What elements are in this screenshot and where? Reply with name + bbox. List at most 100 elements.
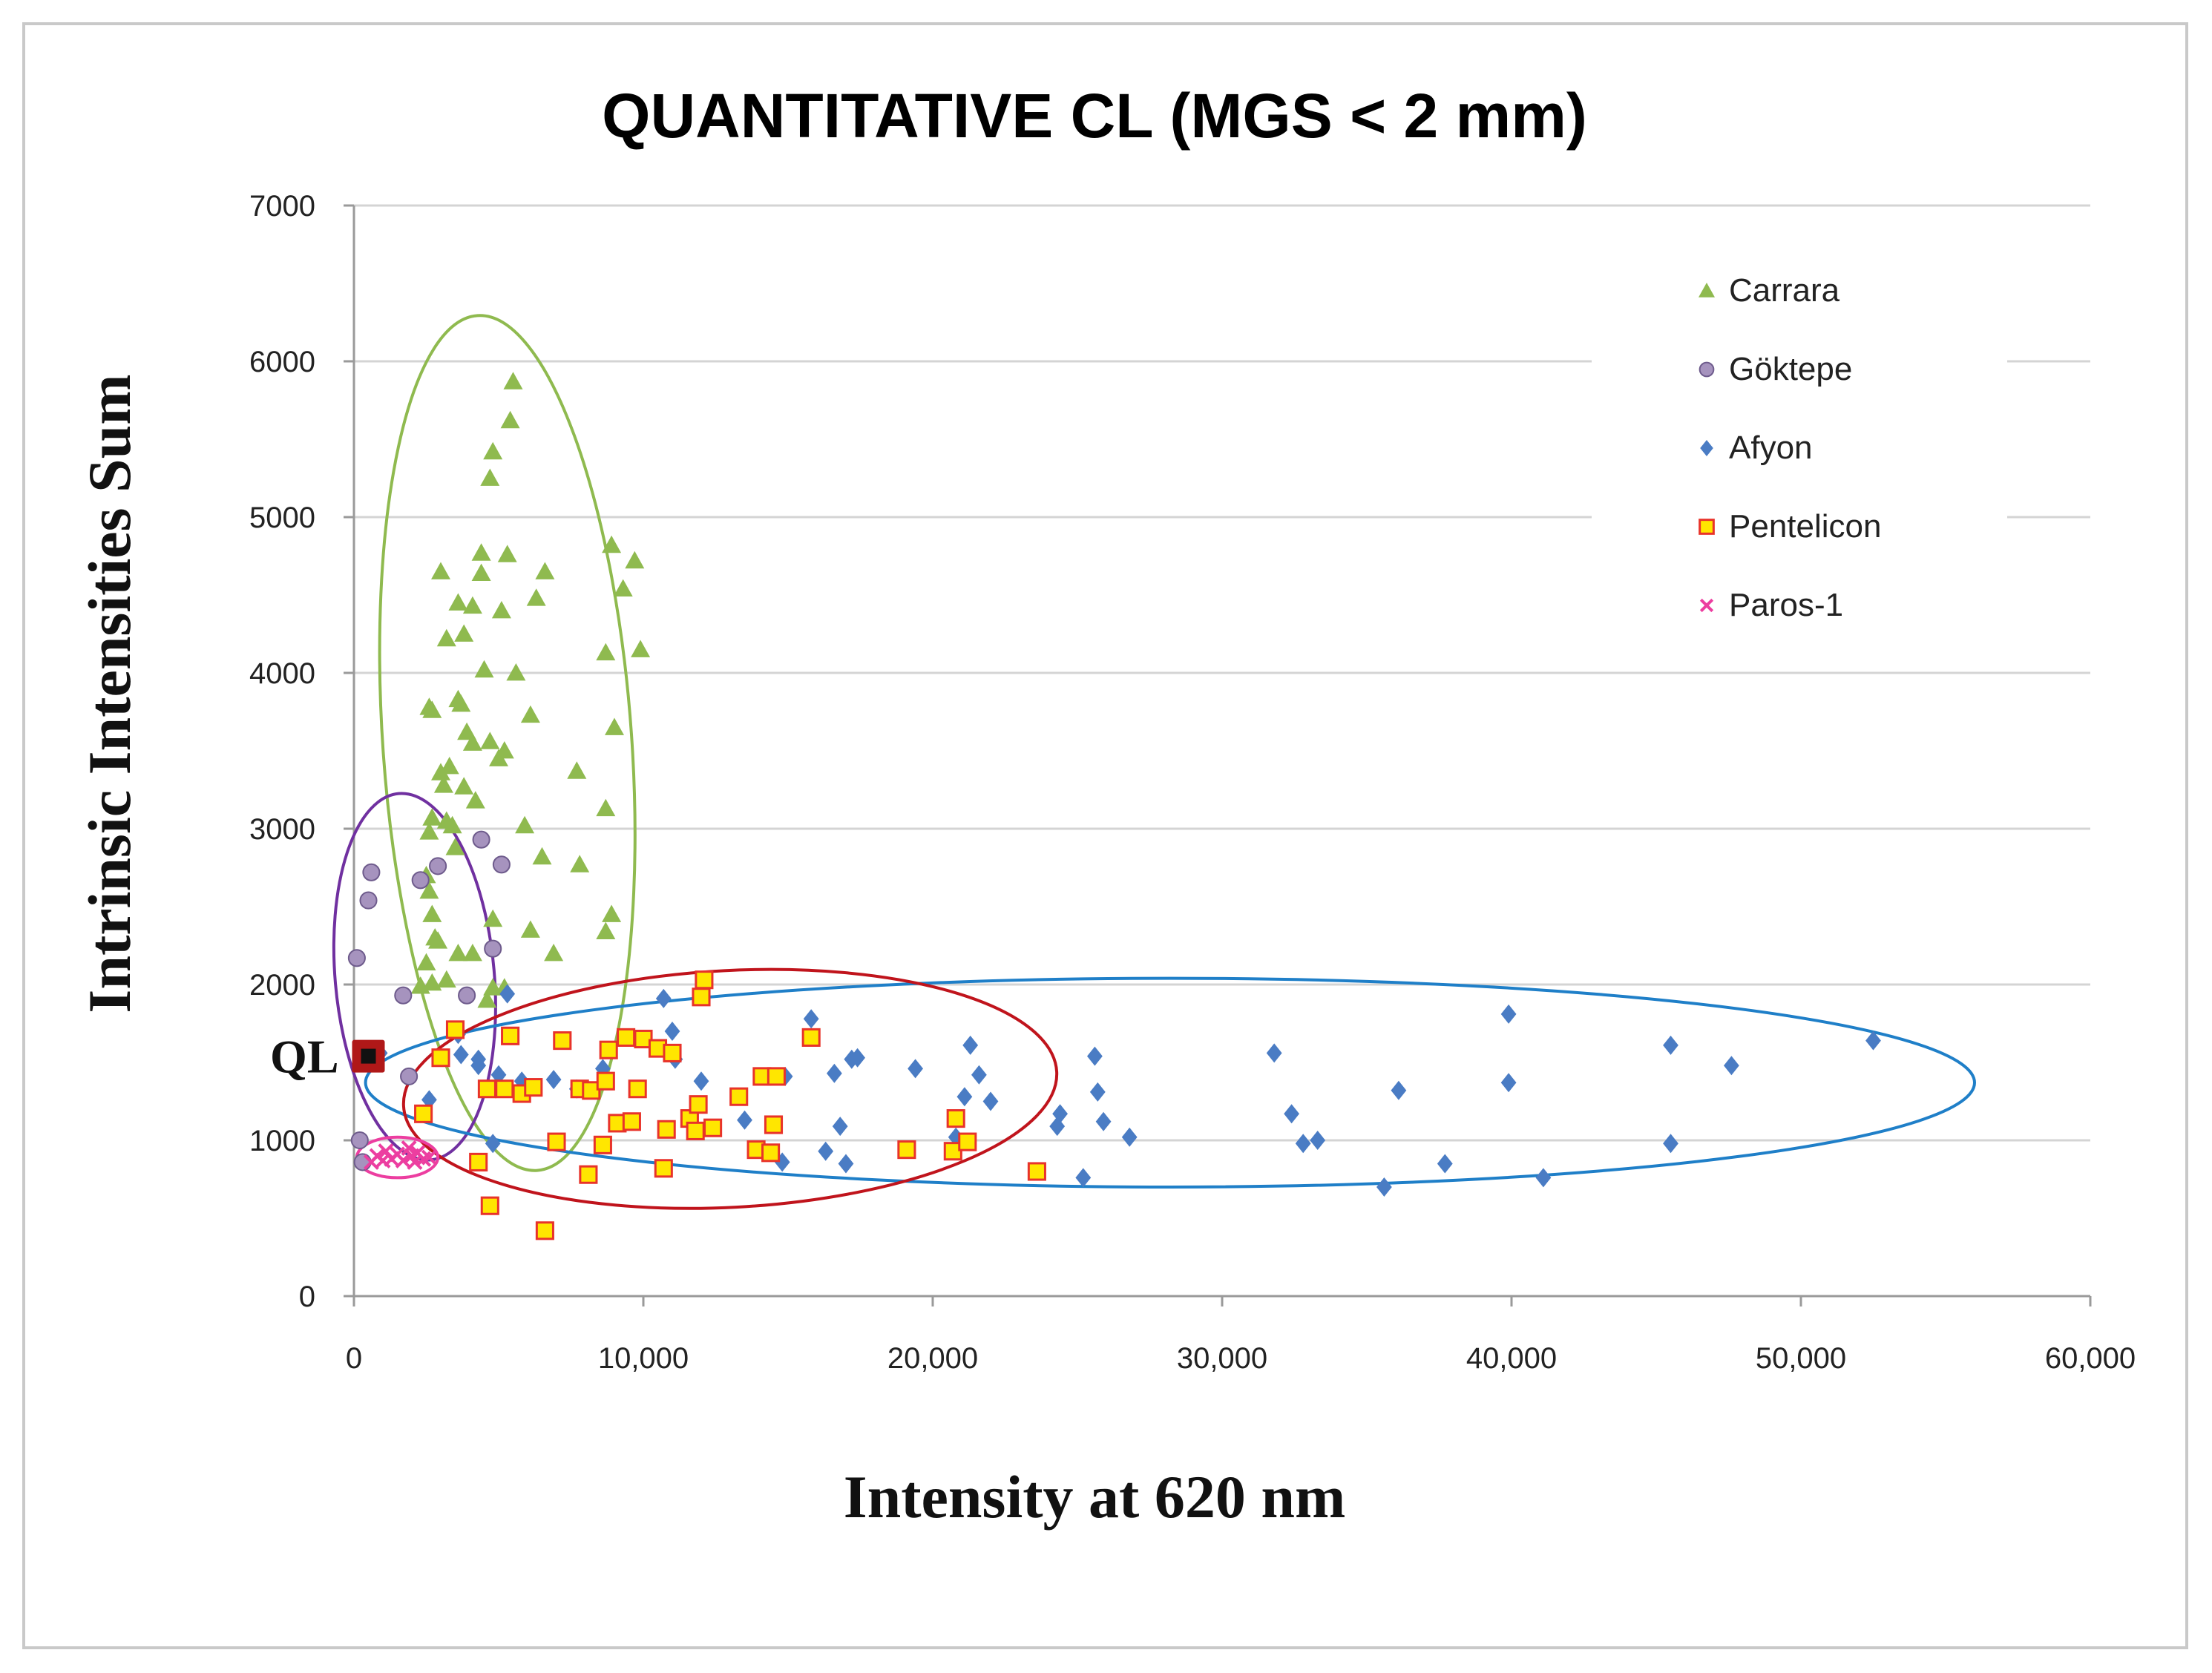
data-point [480,468,500,486]
chart-title: QUANTITATIVE CL (MGS < 2 mm) [602,81,1587,151]
data-point [422,808,442,826]
data-point [761,1143,781,1163]
data-point [631,640,651,657]
data-point [442,815,462,834]
data-points [347,372,1881,1240]
x-tick-label: 10,000 [598,1342,689,1375]
data-point [1865,1031,1881,1051]
data-point [1391,1080,1407,1100]
data-point [419,697,439,715]
data-point [605,717,624,735]
data-point [622,1112,641,1131]
data-point [480,732,500,749]
data-point [693,1071,709,1091]
data-point [429,857,447,875]
data-point [827,1063,842,1083]
data-point [832,1117,848,1137]
data-point [692,987,711,1007]
data-point [695,970,714,990]
data-point [567,761,587,779]
y-axis-label: Intrinsic Intensities Sum [76,374,143,1013]
y-tick-label: 3000 [249,813,315,846]
data-point [1376,1177,1392,1197]
data-point [729,1087,749,1106]
data-point [1095,1111,1112,1131]
data-point [462,733,482,751]
y-tick-label: 1000 [249,1125,315,1157]
data-point [958,1132,977,1151]
ellipse-pentelicon [401,967,1059,1210]
data-point [436,628,456,647]
series-carrara [410,372,651,1008]
data-point [767,1067,786,1086]
data-point [448,593,468,611]
data-point [411,871,430,890]
data-point [483,978,503,996]
data-point [943,1142,962,1161]
x-tick-label: 60,000 [2045,1342,2136,1375]
data-point [431,1048,450,1068]
data-point [1087,1046,1103,1066]
legend: Carrara Göktepe Afyon Pentelicon Paros-1 [1592,272,2007,660]
data-point [1535,1168,1552,1188]
ellipse-afyon [364,976,1976,1189]
data-point [433,775,453,793]
data-point [462,596,482,614]
data-point [764,1115,784,1134]
legend-box [1592,275,2007,660]
data-point [501,1026,520,1045]
data-point [602,535,622,553]
data-point [500,410,520,429]
legend-marker [1699,598,1714,613]
legend-marker [1700,440,1713,456]
data-point [453,1045,469,1065]
data-point [956,1087,973,1107]
data-point [472,830,490,849]
data-point [838,1154,854,1174]
data-point [654,1159,673,1178]
data-point [663,1043,682,1062]
data-point [1437,1154,1453,1174]
data-point [520,705,540,723]
data-point [506,663,526,681]
data-point [655,988,672,1008]
data-point [471,543,491,561]
data-point [703,1118,723,1137]
data-point [524,1078,543,1097]
data-point [362,863,381,881]
series-göktepe [347,830,511,1171]
data-point [469,1152,488,1171]
legend-marker [1699,283,1715,298]
legend-label: Paros-1 [1729,587,1843,623]
data-point [454,777,474,795]
data-point [657,1120,676,1139]
data-point [1663,1134,1678,1154]
data-point [982,1091,999,1111]
data-point [545,1070,562,1090]
data-point [1266,1043,1282,1063]
y-tick-label: 6000 [249,346,315,378]
data-point [801,1028,821,1047]
data-point [474,660,494,678]
data-point [484,939,502,958]
data-point [1027,1162,1046,1181]
data-point [494,741,514,759]
data-point [359,891,378,910]
x-tick-label: 50,000 [1756,1342,1846,1375]
data-point [628,1079,647,1099]
data-point [431,763,450,780]
data-point [465,791,485,809]
data-point [477,990,497,1008]
data-point [737,1110,752,1130]
data-point [596,798,616,817]
data-point [1075,1168,1092,1188]
data-point [421,1149,437,1166]
data-point [535,1221,554,1240]
axes: 0 1000 2000 3000 4000 5000 6000 7000 0 10,000 20,0… [249,190,2136,1375]
data-point [602,904,622,922]
legend-label: Göktepe [1729,351,1852,387]
y-tick-label: 2000 [249,969,315,1002]
data-point [419,881,439,899]
data-point [532,847,552,865]
